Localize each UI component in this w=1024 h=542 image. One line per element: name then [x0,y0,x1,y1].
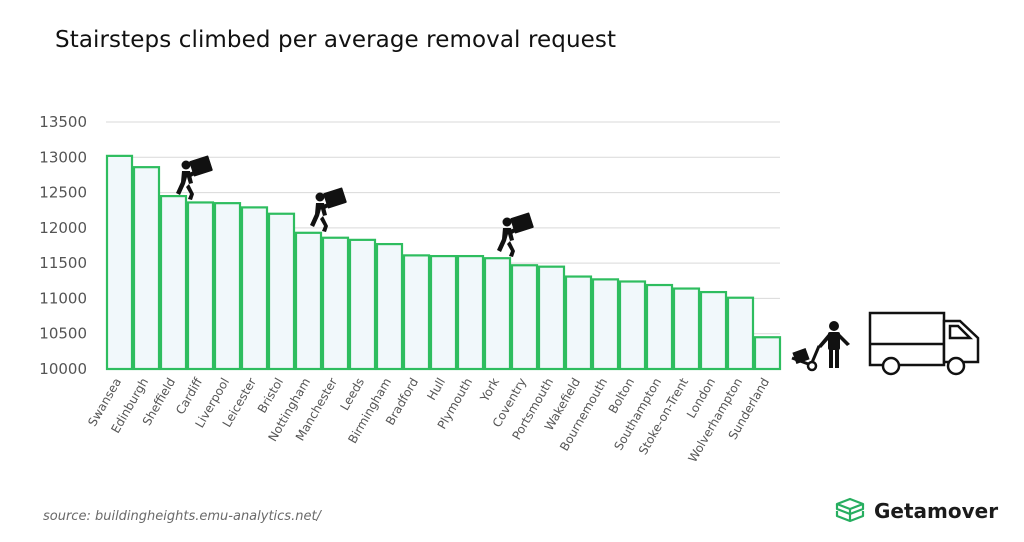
brand: Getamover [834,497,998,525]
bar-cardiff [186,201,215,371]
moving-truck-icon [868,311,980,376]
bar-leicester [240,206,269,371]
bar-wolverhampton [726,296,755,371]
y-tick-label: 12500 [39,184,87,202]
bar-portsmouth [537,265,566,371]
mover-carrying-box-icon [497,212,534,257]
y-axis-ticks: 10000 10500 11000 11500 12000 12500 13000 13500 [39,113,87,378]
y-tick-label: 11500 [39,254,87,272]
bar-london [699,290,728,371]
bar-plymouth [456,254,485,371]
bar-hull [429,254,458,371]
box-logo-icon [835,497,865,523]
bar-stoke-on-trent [672,287,701,371]
bar-southampton [645,283,674,371]
mover-with-hand-truck-icon [791,321,850,372]
y-tick-label: 10000 [39,360,87,378]
y-tick-label: 13000 [39,148,87,166]
bar-manchester [321,236,350,371]
y-tick-label: 10500 [39,325,87,343]
bar-liverpool [213,202,242,371]
bar-leeds [348,238,377,371]
mover-carrying-box-icon [310,187,347,232]
y-tick-label: 11000 [39,289,87,307]
brand-name: Getamover [874,499,999,523]
chart-title: Stairsteps climbed per average removal r… [55,27,617,53]
bar-edinburgh [132,166,161,371]
bar-bolton [618,280,647,371]
bar-birmingham [375,242,404,371]
bar-bristol [267,212,296,371]
x-axis-ticks: SwanseaEdinburghSheffieldCardiffLiverpoo… [85,375,772,465]
x-tick-label: Hull [424,376,448,403]
bar-bournemouth [591,278,620,371]
bar-nottingham [294,231,323,371]
source-note: source: buildingheights.emu-analytics.ne… [43,509,321,524]
bar-york [483,257,512,371]
bar-coventry [510,264,539,371]
bars [105,154,782,371]
y-tick-label: 13500 [39,113,87,131]
bar-bradford [402,254,431,371]
mover-carrying-box-icon [176,155,213,200]
bar-sunderland [753,336,782,371]
bar-swansea [105,154,134,371]
bar-wakefield [564,275,593,371]
y-tick-label: 12000 [39,219,87,237]
bar-sheffield [159,195,188,371]
x-tick-label: York [477,375,502,405]
